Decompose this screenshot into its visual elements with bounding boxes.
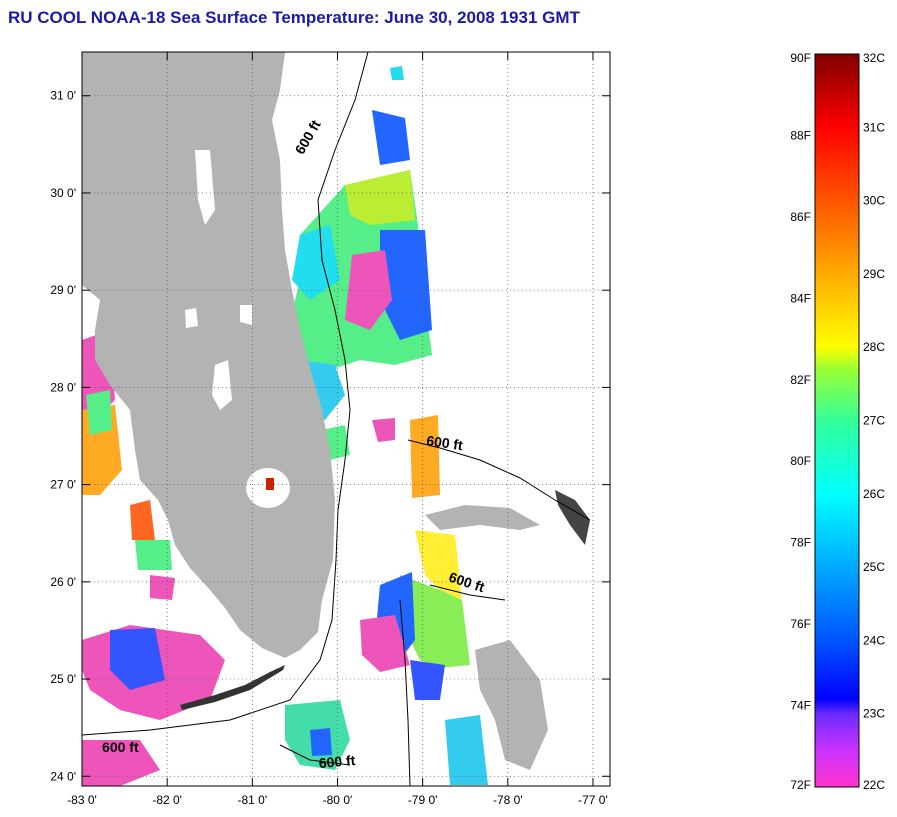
colorbar-c-label: 27C [863,414,885,428]
land-layer [82,52,590,770]
contour-600ft-tongue [429,584,506,601]
colorbar-c-label: 31C [863,120,885,134]
sst-patch [400,575,470,668]
sst-patch [380,230,432,340]
x-tick-label: -83 0' [67,793,97,807]
sst-patch [345,170,415,225]
sst-patch [345,250,392,330]
y-tick-label: 27 0' [50,478,76,492]
andros-island [475,640,548,770]
colorbar-f-label: 80F [790,454,811,468]
contour-600ft-bahama [407,439,591,521]
sst-patch [135,540,172,570]
contour-600ft-florida [82,52,369,736]
sst-patch [310,728,332,756]
colorbar-c-label: 22C [863,778,885,792]
x-tick-label: -80 0' [323,793,353,807]
map-frame [81,51,611,787]
sst-patch [360,615,410,672]
y-tick-label: 31 0' [50,89,76,103]
contour-600ft-andros [399,599,411,786]
y-tick-label: 25 0' [50,672,76,686]
sst-patch [82,740,160,786]
interior-lake [212,360,232,410]
sst-patch [445,715,488,785]
interior-lake [185,308,198,328]
colorbar-f-label: 76F [790,617,811,631]
sst-patch [390,66,404,80]
y-tick-label: 24 0' [50,769,76,783]
sst-patch [372,418,395,442]
sst-patch [410,415,440,498]
colorbar-c-label: 24C [863,633,885,647]
colorbar-f-label: 78F [790,536,811,550]
sst-patch [110,628,165,690]
x-tick-label: -82 0' [152,793,182,807]
colorbar-f-label: 82F [790,373,811,387]
colorbar-f-label: 86F [790,210,811,224]
axis-ticks: -83 0' -82 0' -81 0' -80 0' -79 0' -78 0' -77 … [50,52,610,807]
colorbar-c-label: 32C [863,51,885,65]
interior-lake [240,305,252,325]
colorbar [814,53,860,788]
contour-label-600ft: 600 ft [425,432,464,453]
colorbar-c-label: 29C [863,267,885,281]
x-tick-label: -79 0' [408,793,438,807]
colorbar-f-label: 88F [790,128,811,142]
sst-patch [130,500,155,540]
colorbar-f-label: 90F [790,51,811,65]
grand-bahama-island [425,505,540,530]
depth-contours [82,52,591,786]
x-tick-label: -81 0' [237,793,267,807]
y-tick-label: 30 0' [50,186,76,200]
colorbar-c-label: 30C [863,194,885,208]
contour-600ft-south [279,744,351,766]
sst-patch [410,660,445,700]
sst-patch [372,110,410,165]
florida-keys [180,665,285,710]
colorbar-f-label: 72F [790,778,811,792]
x-tick-label: -77 0' [578,793,608,807]
sst-patch [415,530,462,600]
colorbar-c-label: 25C [863,560,885,574]
colorbar-c-label: 28C [863,340,885,354]
x-tick-label: -78 0' [493,793,523,807]
contour-label-600ft: 600 ft [102,739,139,755]
colorbar-f-label: 84F [790,291,811,305]
abaco-island [555,490,590,545]
y-tick-label: 28 0' [50,380,76,394]
lat-lon-grid [82,52,610,786]
colorbar-c-label: 23C [863,707,885,721]
map-title: RU COOL NOAA-18 Sea Surface Temperature:… [8,8,580,27]
lake-sst-patch [266,478,274,490]
colorbar-f-label: 74F [790,699,811,713]
contour-label-600ft: 600 ft [318,752,356,771]
interior-lake [195,150,215,225]
colorbar-labels: 90F 88F 86F 84F 82F 80F 78F 76F 74F 72F 32C 31C 30C 2… [790,51,885,792]
sst-patch [86,390,112,435]
sst-patch [150,575,175,600]
y-tick-label: 29 0' [50,283,76,297]
colorbar-c-label: 26C [863,487,885,501]
y-tick-label: 26 0' [50,575,76,589]
